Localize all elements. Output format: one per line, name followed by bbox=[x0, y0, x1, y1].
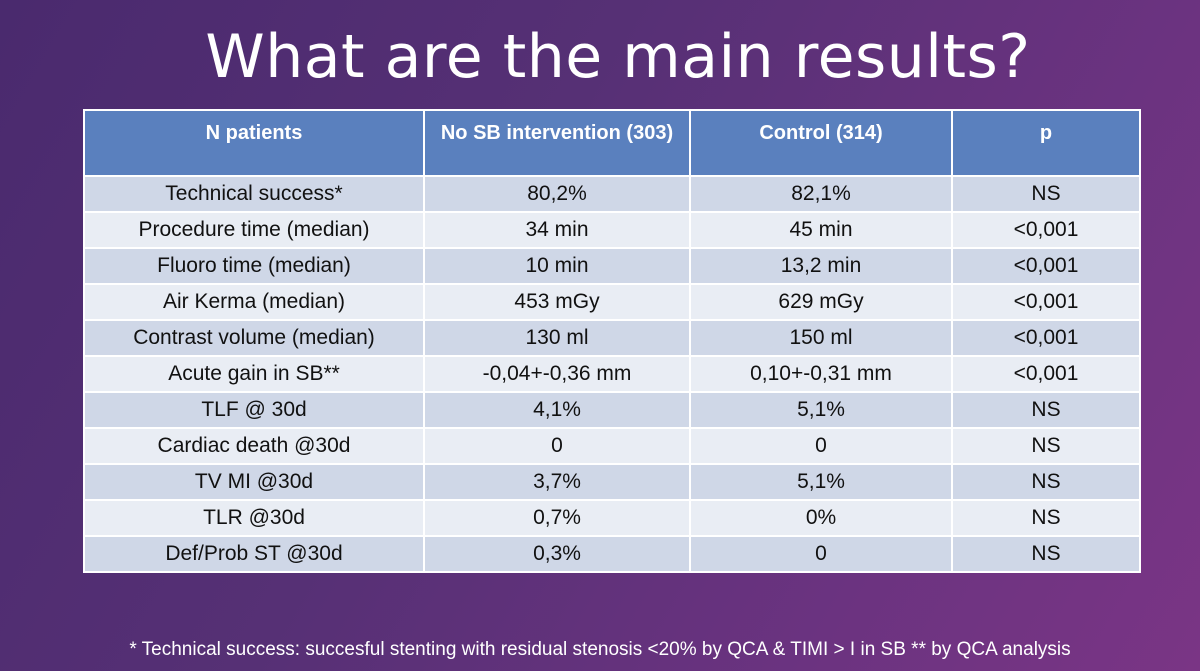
row-value-no-sb: 130 ml bbox=[423, 319, 691, 357]
row-value-no-sb: 453 mGy bbox=[423, 283, 691, 321]
table-row: Def/Prob ST @30d 0,3% 0 NS bbox=[83, 535, 1141, 573]
row-value-control: 0 bbox=[689, 535, 953, 573]
row-label: Fluoro time (median) bbox=[83, 247, 425, 285]
row-label: TLR @30d bbox=[83, 499, 425, 537]
row-value-p: NS bbox=[951, 499, 1141, 537]
header-n-patients: N patients bbox=[83, 109, 425, 177]
header-p: p bbox=[951, 109, 1141, 177]
header-no-sb-intervention: No SB intervention (303) bbox=[423, 109, 691, 177]
table-row: Contrast volume (median) 130 ml 150 ml <… bbox=[83, 319, 1141, 357]
row-label: Procedure time (median) bbox=[83, 211, 425, 249]
row-value-p: NS bbox=[951, 463, 1141, 501]
row-value-p: <0,001 bbox=[951, 247, 1141, 285]
row-value-control: 629 mGy bbox=[689, 283, 953, 321]
row-label: Def/Prob ST @30d bbox=[83, 535, 425, 573]
header-control: Control (314) bbox=[689, 109, 953, 177]
row-value-p: <0,001 bbox=[951, 355, 1141, 393]
row-value-control: 13,2 min bbox=[689, 247, 953, 285]
table-row: Technical success* 80,2% 82,1% NS bbox=[83, 175, 1141, 213]
table-row: TV MI @30d 3,7% 5,1% NS bbox=[83, 463, 1141, 501]
row-value-no-sb: 10 min bbox=[423, 247, 691, 285]
table-row: Cardiac death @30d 0 0 NS bbox=[83, 427, 1141, 465]
row-value-control: 150 ml bbox=[689, 319, 953, 357]
row-value-control: 0 bbox=[689, 427, 953, 465]
row-value-p: NS bbox=[951, 427, 1141, 465]
table-row: Procedure time (median) 34 min 45 min <0… bbox=[83, 211, 1141, 249]
row-label: Cardiac death @30d bbox=[83, 427, 425, 465]
row-label: TV MI @30d bbox=[83, 463, 425, 501]
row-value-no-sb: 34 min bbox=[423, 211, 691, 249]
row-value-no-sb: 0,7% bbox=[423, 499, 691, 537]
row-label: Contrast volume (median) bbox=[83, 319, 425, 357]
row-value-no-sb: 80,2% bbox=[423, 175, 691, 213]
results-table: N patients No SB intervention (303) Cont… bbox=[83, 109, 1141, 573]
row-label: TLF @ 30d bbox=[83, 391, 425, 429]
table-header-row: N patients No SB intervention (303) Cont… bbox=[83, 109, 1141, 177]
table-row: Acute gain in SB** -0,04+-0,36 mm 0,10+-… bbox=[83, 355, 1141, 393]
footnote: * Technical success: succesful stenting … bbox=[129, 639, 1071, 660]
row-value-p: <0,001 bbox=[951, 283, 1141, 321]
slide-title: What are the main results? bbox=[205, 22, 1031, 92]
row-value-no-sb: 4,1% bbox=[423, 391, 691, 429]
row-value-no-sb: 0 bbox=[423, 427, 691, 465]
row-label: Technical success* bbox=[83, 175, 425, 213]
row-label: Acute gain in SB** bbox=[83, 355, 425, 393]
row-value-p: NS bbox=[951, 175, 1141, 213]
row-value-control: 45 min bbox=[689, 211, 953, 249]
row-value-control: 82,1% bbox=[689, 175, 953, 213]
row-value-no-sb: 0,3% bbox=[423, 535, 691, 573]
row-value-no-sb: 3,7% bbox=[423, 463, 691, 501]
table-row: Fluoro time (median) 10 min 13,2 min <0,… bbox=[83, 247, 1141, 285]
row-value-no-sb: -0,04+-0,36 mm bbox=[423, 355, 691, 393]
row-label: Air Kerma (median) bbox=[83, 283, 425, 321]
row-value-p: <0,001 bbox=[951, 211, 1141, 249]
table-row: Air Kerma (median) 453 mGy 629 mGy <0,00… bbox=[83, 283, 1141, 321]
table-row: TLF @ 30d 4,1% 5,1% NS bbox=[83, 391, 1141, 429]
row-value-control: 5,1% bbox=[689, 391, 953, 429]
row-value-p: <0,001 bbox=[951, 319, 1141, 357]
row-value-p: NS bbox=[951, 535, 1141, 573]
row-value-control: 5,1% bbox=[689, 463, 953, 501]
row-value-p: NS bbox=[951, 391, 1141, 429]
row-value-control: 0% bbox=[689, 499, 953, 537]
table-row: TLR @30d 0,7% 0% NS bbox=[83, 499, 1141, 537]
row-value-control: 0,10+-0,31 mm bbox=[689, 355, 953, 393]
